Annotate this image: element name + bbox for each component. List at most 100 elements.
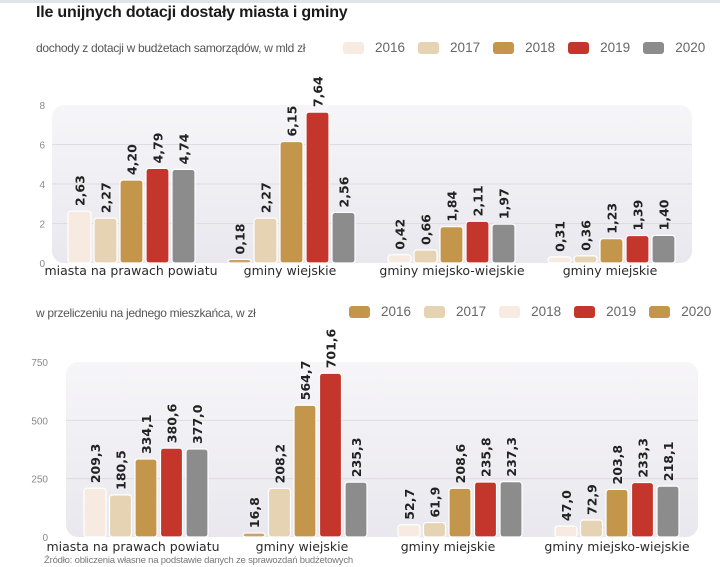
legend-item: 2019: [574, 304, 636, 319]
bar: [242, 532, 266, 538]
bar: [267, 487, 292, 538]
bar-value-label: 564,7: [298, 361, 313, 401]
bar-value-label: 0,42: [393, 219, 408, 250]
bar: [465, 220, 490, 264]
legend-label: 2020: [681, 304, 712, 319]
bar-value-label: 701,6: [324, 328, 339, 368]
bar-value-label: 208,6: [453, 443, 468, 483]
legend-swatch: [343, 41, 364, 54]
bar-value-label: 1,84: [445, 191, 460, 222]
legend-label: 2016: [375, 40, 406, 55]
legend-item: 2020: [643, 40, 705, 55]
bar: [473, 481, 498, 538]
bar: [227, 258, 252, 264]
legend-swatch: [649, 305, 671, 318]
bar: [83, 487, 107, 538]
y-tick-label: 250: [31, 475, 48, 486]
source-note: Źródło: obliczenia własne na podstawie d…: [44, 555, 353, 566]
bar: [67, 210, 92, 264]
legend-item: 2017: [418, 40, 480, 55]
legend-label: 2018: [531, 304, 562, 319]
bar: [573, 255, 598, 264]
y-tick-label: 6: [39, 141, 45, 152]
bar-value-label: 377,0: [190, 404, 205, 444]
bar: [279, 140, 304, 264]
bar: [599, 238, 624, 264]
bar: [397, 524, 421, 538]
category-label: gminy miejskie: [563, 263, 658, 278]
chart-2-subtitle: w przeliczeniu na jednego mieszkańca, w …: [36, 306, 256, 320]
bar: [605, 488, 629, 538]
chart-1-subtitle: dochody z dotacji w budżetach samorządów…: [36, 41, 306, 55]
bar: [331, 211, 356, 264]
category-label: gminy wiejskie: [244, 263, 337, 278]
plot-panel: [66, 362, 698, 537]
bar-value-label: 1,23: [605, 203, 620, 234]
legend-swatch: [424, 305, 446, 318]
bar-value-label: 208,2: [273, 444, 288, 484]
bar-value-label: 218,1: [661, 442, 676, 482]
bar: [547, 256, 572, 264]
bar: [651, 234, 676, 264]
legend-item: 2020: [649, 304, 711, 319]
bar: [387, 254, 412, 264]
bar: [491, 223, 516, 264]
y-tick-label: 0: [42, 533, 48, 544]
category-label: gminy wiejskie: [256, 539, 349, 554]
page-title: Ile unijnych dotacji dostały miasta i gm…: [36, 4, 348, 21]
bar: [499, 481, 523, 538]
legend-item: 2016: [343, 40, 405, 55]
legend-label: 2016: [381, 304, 412, 319]
y-tick-label: 0: [39, 259, 45, 270]
bar: [108, 494, 133, 538]
top-rule: [0, 0, 720, 3]
legend-item: 2018: [499, 304, 561, 319]
bar-value-label: 235,8: [479, 437, 494, 477]
legend-swatch: [568, 41, 590, 54]
bar-value-label: 0,18: [233, 224, 248, 255]
category-label: gminy miejsko-wiejskie: [379, 263, 524, 278]
legend-label: 2017: [456, 304, 487, 319]
bar-value-label: 16,8: [247, 497, 262, 528]
bar-value-label: 233,3: [636, 438, 651, 478]
legend-label: 2019: [606, 304, 637, 319]
y-tick-label: 8: [39, 101, 45, 112]
bar-value-label: 0,36: [579, 220, 594, 251]
category-label: gminy miejskie: [401, 539, 496, 554]
bar: [305, 111, 330, 264]
bar: [185, 448, 209, 538]
bar-value-label: 1,40: [657, 199, 672, 230]
bar: [625, 234, 650, 264]
bar: [145, 167, 170, 264]
y-tick-label: 500: [31, 416, 48, 427]
bar: [253, 217, 278, 264]
legend-swatch: [574, 305, 596, 318]
bar: [422, 521, 447, 538]
bar: [159, 447, 184, 538]
bar-value-label: 52,7: [402, 489, 417, 520]
bar: [439, 226, 464, 264]
bar-value-label: 334,1: [139, 414, 154, 454]
legend-swatch: [499, 305, 521, 318]
bar-value-label: 4,20: [125, 144, 140, 175]
bar: [93, 217, 118, 264]
bar: [413, 249, 438, 264]
bar-value-label: 72,9: [585, 484, 600, 515]
category-label: miasta na prawach powiatu: [44, 263, 217, 278]
bar-value-label: 0,31: [553, 221, 568, 252]
bar-value-label: 2,11: [471, 185, 486, 216]
legend-label: 2019: [600, 40, 631, 55]
legend-item: 2019: [568, 40, 630, 55]
bar-value-label: 2,56: [337, 176, 352, 207]
bar-value-label: 203,8: [610, 445, 625, 485]
bar: [293, 404, 317, 538]
legend-item: 2018: [493, 40, 555, 55]
bar: [171, 168, 196, 264]
bar-value-label: 209,3: [88, 444, 103, 484]
legend-label: 2020: [675, 40, 706, 55]
bar: [119, 179, 144, 264]
legend-item: 2016: [349, 304, 411, 319]
bar-value-label: 4,79: [151, 133, 166, 164]
bar: [579, 519, 604, 538]
